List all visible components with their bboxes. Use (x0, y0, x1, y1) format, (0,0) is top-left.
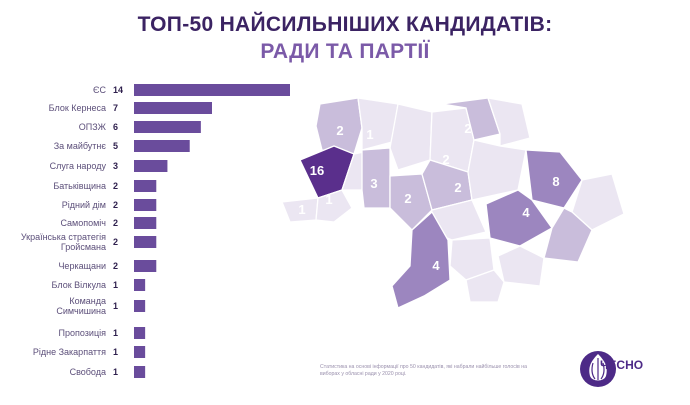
bar-value-label: 1 (113, 367, 118, 377)
bar-value-label: 1 (113, 347, 118, 357)
bar-value-label: 2 (113, 200, 118, 210)
map-value-chernihiv: 2 (464, 121, 471, 136)
map-region-rivne (357, 97, 399, 151)
map-region-chernihiv (441, 97, 501, 141)
bar-value-label: 1 (113, 280, 118, 290)
bar (134, 102, 212, 114)
map-value-kharkiv: 8 (552, 174, 559, 189)
bar (134, 236, 157, 248)
page-title: ТОП-50 НАЙСИЛЬНІШИХ КАНДИДАТІВ: (137, 13, 553, 36)
bar (134, 84, 290, 96)
bar-label: ОПЗЖ (79, 122, 107, 132)
bar-label: За майбутнє (54, 141, 107, 151)
map-regions (282, 97, 625, 309)
map-value-cherkasy: 2 (454, 180, 461, 195)
bar (134, 346, 146, 358)
bar-label: Блок Вілкула (52, 280, 106, 290)
bar-label: Пропозиція (59, 328, 107, 338)
map-value-khmelnytskyi: 3 (370, 176, 377, 191)
bar-value-label: 5 (113, 141, 118, 151)
map-region-zhytomyr (389, 103, 433, 171)
logo-text: ЧЕСНО (600, 358, 644, 372)
chesno-logo[interactable]: ЧЕСНО (578, 346, 678, 392)
bar-label: Рідний дім (62, 200, 106, 210)
bar (134, 327, 146, 339)
bar-label: Свобода (70, 367, 106, 377)
bar-value-label: 6 (113, 122, 118, 132)
bar-value-label: 2 (113, 181, 118, 191)
map-region-vinnytsia (389, 173, 433, 231)
map-value-vinnytsia: 2 (404, 191, 411, 206)
bar-value-label: 2 (113, 261, 118, 271)
map-region-kherson (465, 269, 505, 303)
bar (134, 121, 201, 133)
map-value-lutsk: 2 (336, 123, 343, 138)
bar (134, 140, 190, 152)
bar-value-label: 2 (113, 218, 118, 228)
map-region-sumy (487, 97, 531, 147)
map-region-zaporizhzhia (497, 245, 545, 287)
bar-label: Українська стратегія (21, 232, 106, 242)
bar (134, 217, 157, 229)
map-region-ivano-frankivsk (315, 189, 353, 223)
ukraine-map: 2 1 2 16 1 1 3 2 2 2 8 4 2 4 (282, 97, 625, 309)
bar-value-label: 1 (113, 328, 118, 338)
map-region-khmelnytskyi (361, 147, 391, 209)
map-value-zakarpattia: 1 (298, 202, 305, 217)
map-value-donetsk: 2 (536, 240, 543, 255)
map-value-rivne: 1 (366, 127, 373, 142)
garlic-icon (580, 351, 616, 387)
map-value-lviv: 16 (310, 163, 324, 178)
page-subtitle: РАДИ ТА ПАРТІЇ (260, 40, 430, 63)
bar-label: Рідне Закарпаття (33, 347, 106, 357)
bar-value-label: 3 (113, 161, 118, 171)
bar (134, 199, 157, 211)
map-region-luhansk (571, 173, 625, 231)
bar (134, 180, 157, 192)
map-value-kyiv: 2 (442, 152, 449, 167)
bar (134, 279, 146, 291)
bar-label: Симчишина (56, 306, 106, 316)
bar (134, 260, 157, 272)
bar-value-label: 14 (113, 85, 123, 95)
bar-label: Черкащани (58, 261, 106, 271)
bar-label: Команда (69, 296, 106, 306)
bar-label: Слуга народу (50, 161, 107, 171)
map-value-ivano-frankivsk: 1 (325, 192, 332, 207)
bar-value-label: 7 (113, 103, 118, 113)
map-value-dnipro: 4 (522, 205, 530, 220)
bar-label: Батьківщина (53, 181, 106, 191)
map-region-odesa (391, 210, 451, 309)
map-region-kharkiv (525, 149, 583, 209)
bar-label: ЄС (93, 85, 106, 95)
footnote: Статистика на основі інформації про 50 к… (320, 364, 527, 377)
bar-label: Гройсмана (61, 242, 106, 252)
bar (134, 300, 146, 312)
bar-label: Самопоміч (60, 218, 106, 228)
bar (134, 366, 146, 378)
bar-value-label: 2 (113, 237, 118, 247)
bar-label: Блок Кернеса (49, 103, 106, 113)
map-labels: 2 1 2 16 1 1 3 2 2 2 8 4 2 4 (298, 121, 559, 273)
map-value-odesa: 4 (432, 258, 440, 273)
bar (134, 160, 168, 172)
bar-value-label: 1 (113, 301, 118, 311)
bar-chart: ЄС 14 Блок Кернеса 7 ОПЗЖ 6 За майбутнє 5 Слуга … (21, 84, 290, 378)
